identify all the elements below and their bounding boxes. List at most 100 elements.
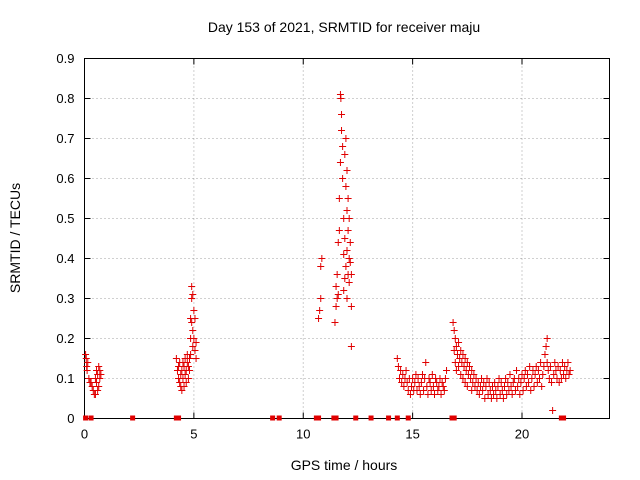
y-tick-labels: 0 0.1 0.2 0.3 0.4 0.5 0.6 0.7 0.8 0.9	[56, 51, 74, 426]
data-point	[403, 379, 411, 386]
data-point	[539, 371, 547, 378]
baseline-marker	[368, 415, 374, 421]
data-point	[422, 359, 430, 366]
data-point	[335, 227, 343, 234]
data-point	[530, 383, 538, 390]
data-point	[494, 383, 502, 390]
data-point	[468, 367, 476, 374]
data-point	[538, 383, 546, 390]
data-point	[564, 359, 572, 366]
data-point	[91, 391, 99, 398]
data-point	[181, 371, 189, 378]
data-point	[479, 387, 487, 394]
data-point	[334, 239, 342, 246]
data-point	[496, 391, 504, 398]
data-point	[542, 343, 550, 350]
baseline-marker	[83, 415, 89, 421]
data-point	[450, 347, 458, 354]
data-point	[525, 379, 533, 386]
data-point	[406, 391, 414, 398]
chart-title: Day 153 of 2021, SRMTID for receiver maj…	[208, 19, 480, 35]
y-tick-label: 0.1	[56, 371, 74, 386]
data-point	[457, 347, 465, 354]
data-point	[548, 379, 556, 386]
data-point	[184, 363, 192, 370]
data-point	[88, 383, 96, 390]
data-point	[507, 383, 515, 390]
data-point	[461, 379, 469, 386]
data-point	[532, 363, 540, 370]
data-point	[332, 303, 340, 310]
data-point	[186, 367, 193, 374]
data-point	[523, 371, 531, 378]
data-point	[543, 335, 551, 342]
data-point	[546, 363, 554, 370]
data-point	[537, 359, 545, 366]
data-point	[498, 387, 506, 394]
data-point	[347, 271, 355, 278]
data-point	[443, 367, 451, 374]
data-point	[400, 383, 408, 390]
data-point	[513, 367, 521, 374]
data-point	[188, 319, 196, 326]
y-tick-label: 0.8	[56, 91, 74, 106]
data-point	[541, 351, 549, 358]
baseline-marker	[130, 415, 136, 421]
data-point	[549, 407, 557, 414]
data-point	[519, 387, 527, 394]
y-tick-label: 0.9	[56, 51, 74, 66]
data-point	[187, 351, 195, 358]
data-point	[561, 363, 569, 370]
data-point	[340, 287, 348, 294]
data-point	[189, 343, 197, 350]
data-point	[347, 303, 355, 310]
data-point	[344, 195, 352, 202]
data-point	[344, 227, 352, 234]
data-point	[413, 387, 421, 394]
data-point	[338, 127, 346, 134]
data-point	[505, 387, 513, 394]
data-point	[336, 159, 344, 166]
data-point	[501, 383, 508, 390]
data-point	[565, 371, 573, 378]
data-point	[536, 375, 543, 382]
baseline-marker	[176, 415, 182, 421]
data-point	[393, 355, 401, 362]
data-point	[521, 367, 529, 374]
data-point	[527, 387, 535, 394]
data-point	[514, 383, 522, 390]
data-point	[534, 367, 542, 374]
data-point	[346, 239, 354, 246]
data-point	[427, 387, 435, 394]
data-point	[502, 375, 510, 382]
y-tick-label: 0.2	[56, 331, 74, 346]
data-point	[343, 207, 351, 214]
x-tick-label: 0	[81, 427, 88, 442]
data-point	[416, 391, 424, 398]
data-point	[412, 371, 420, 378]
data-point	[192, 339, 200, 346]
data-point	[85, 375, 93, 382]
data-point	[483, 375, 491, 382]
data-point	[97, 371, 105, 378]
data-point	[526, 363, 534, 370]
data-point	[428, 371, 436, 378]
data-point	[417, 379, 425, 386]
data-point	[495, 375, 503, 382]
data-point	[399, 371, 407, 378]
baseline-marker	[561, 415, 567, 421]
data-point	[516, 391, 524, 398]
data-point	[338, 111, 346, 118]
data-point	[431, 391, 438, 398]
baseline-marker	[405, 415, 411, 421]
data-point	[180, 383, 188, 390]
data-point	[316, 307, 324, 314]
baseline-marker	[270, 415, 276, 421]
data-point	[491, 379, 499, 386]
baseline-marker	[353, 415, 359, 421]
data-point	[345, 215, 353, 222]
data-point	[411, 379, 419, 386]
baseline-markers	[83, 415, 567, 421]
data-point	[437, 391, 445, 398]
data-point	[333, 295, 341, 302]
